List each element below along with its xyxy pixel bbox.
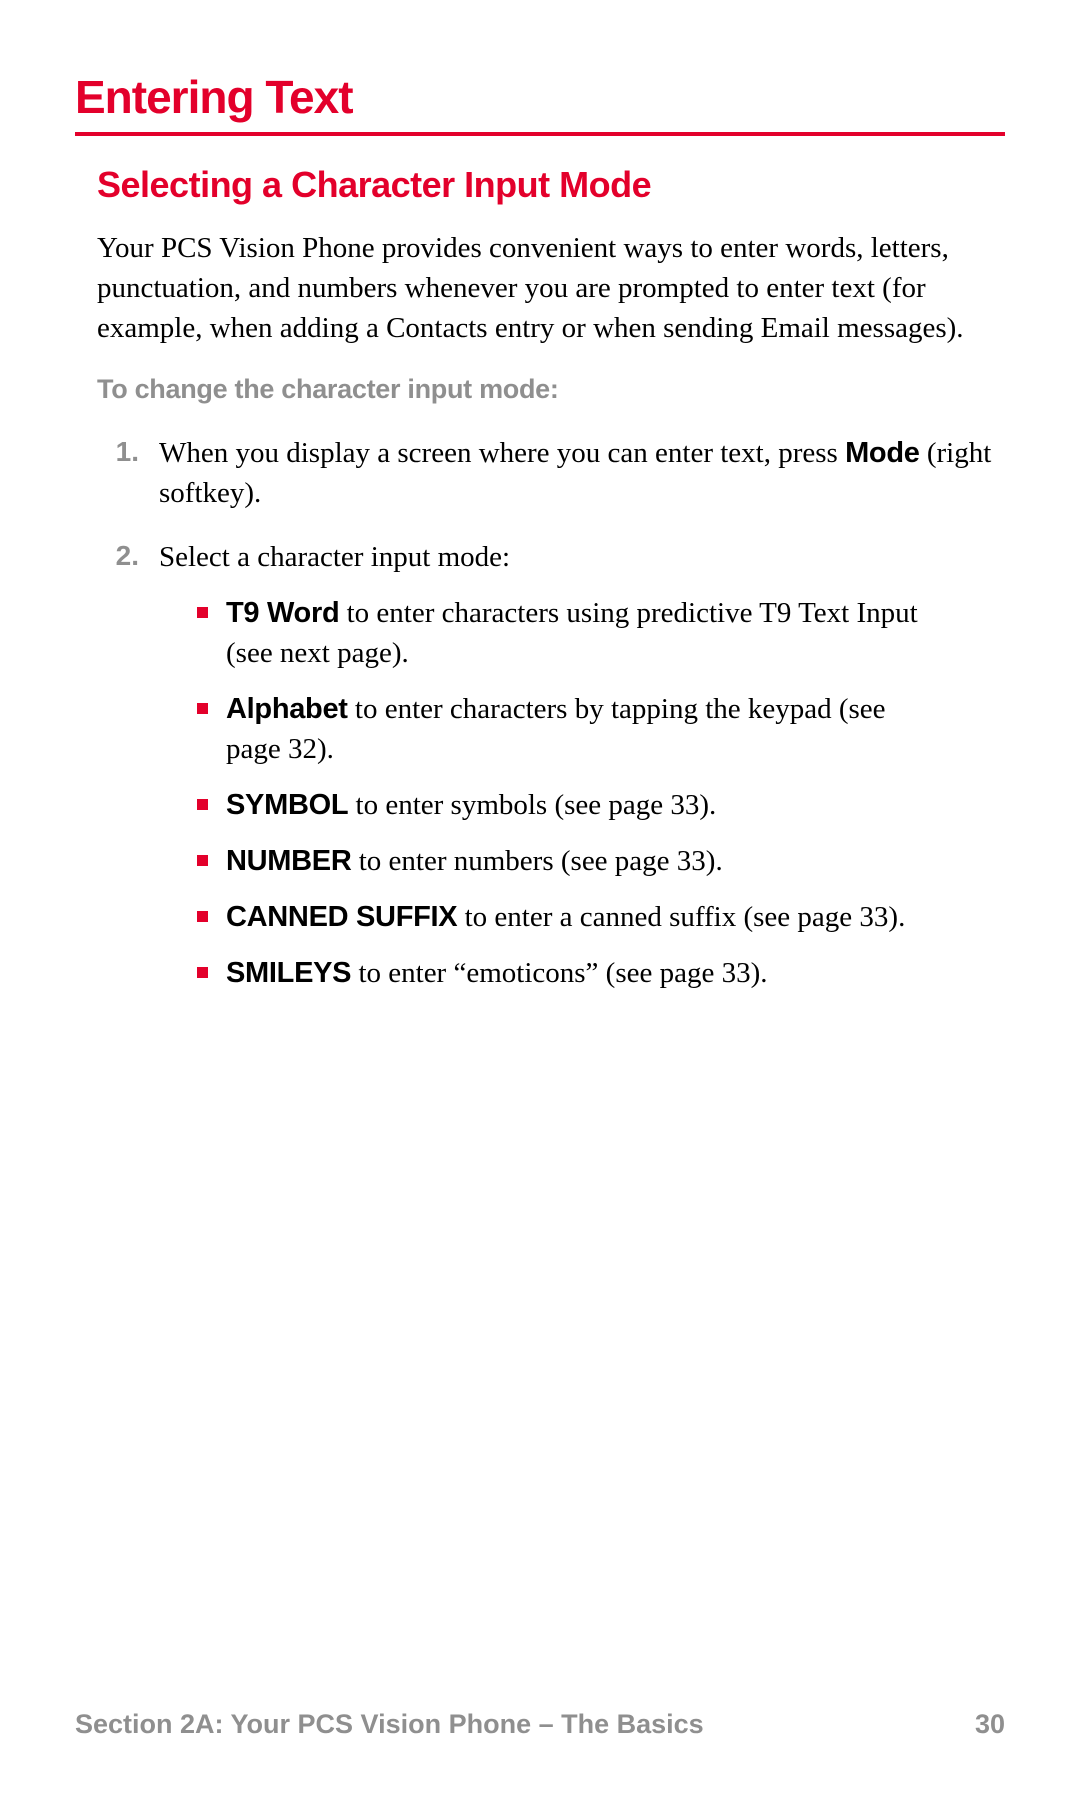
step-body: When you display a screen where you can … (159, 433, 1005, 513)
mode-item: NUMBER to enter numbers (see page 33). (159, 841, 995, 881)
footer-page-number: 30 (975, 1709, 1005, 1740)
step-body: Select a character input mode: T9 Word t… (159, 537, 1005, 1009)
modes-list: T9 Word to enter characters using predic… (159, 593, 995, 993)
intro-paragraph: Your PCS Vision Phone provides convenien… (97, 228, 995, 348)
mode-name: SYMBOL (226, 789, 348, 821)
step-item: 2. Select a character input mode: T9 Wor… (97, 537, 1005, 1009)
mode-name: NUMBER (226, 845, 351, 877)
steps-list: 1. When you display a screen where you c… (97, 433, 1005, 1009)
mode-item: Alphabet to enter characters by tapping … (159, 689, 995, 769)
step-bold-term: Mode (845, 437, 920, 469)
mode-name: Alphabet (226, 693, 348, 725)
mode-item: SYMBOL to enter symbols (see page 33). (159, 785, 995, 825)
bullet-square-icon (197, 799, 208, 810)
step-number: 2. (97, 537, 159, 1009)
page-footer: Section 2A: Your PCS Vision Phone – The … (75, 1709, 1005, 1740)
mode-name: SMILEYS (226, 957, 351, 989)
mode-body: CANNED SUFFIX to enter a canned suffix (… (226, 897, 995, 937)
step-number: 1. (97, 433, 159, 513)
procedure-lead: To change the character input mode: (97, 374, 1005, 405)
bullet-square-icon (197, 967, 208, 978)
mode-name: CANNED SUFFIX (226, 901, 457, 933)
section-heading: Selecting a Character Input Mode (97, 164, 1005, 206)
mode-item: SMILEYS to enter “emoticons” (see page 3… (159, 953, 995, 993)
step-item: 1. When you display a screen where you c… (97, 433, 1005, 513)
bullet-square-icon (197, 855, 208, 866)
footer-section: Section 2A: Your PCS Vision Phone – The … (75, 1709, 704, 1740)
step-text-pre: When you display a screen where you can … (159, 437, 845, 469)
mode-body: Alphabet to enter characters by tapping … (226, 689, 995, 769)
bullet-square-icon (197, 703, 208, 714)
mode-desc: to enter “emoticons” (see page 33). (351, 957, 767, 989)
mode-desc: to enter a canned suffix (see page 33). (457, 901, 905, 933)
mode-body: SMILEYS to enter “emoticons” (see page 3… (226, 953, 995, 993)
mode-name: T9 Word (226, 597, 339, 629)
mode-body: SYMBOL to enter symbols (see page 33). (226, 785, 995, 825)
mode-body: T9 Word to enter characters using predic… (226, 593, 995, 673)
mode-item: T9 Word to enter characters using predic… (159, 593, 995, 673)
step-text: Select a character input mode: (159, 541, 510, 573)
mode-item: CANNED SUFFIX to enter a canned suffix (… (159, 897, 995, 937)
mode-desc: to enter numbers (see page 33). (351, 845, 722, 877)
bullet-square-icon (197, 911, 208, 922)
mode-desc: to enter symbols (see page 33). (348, 789, 716, 821)
page-title: Entering Text (75, 70, 1005, 136)
mode-body: NUMBER to enter numbers (see page 33). (226, 841, 995, 881)
bullet-square-icon (197, 607, 208, 618)
